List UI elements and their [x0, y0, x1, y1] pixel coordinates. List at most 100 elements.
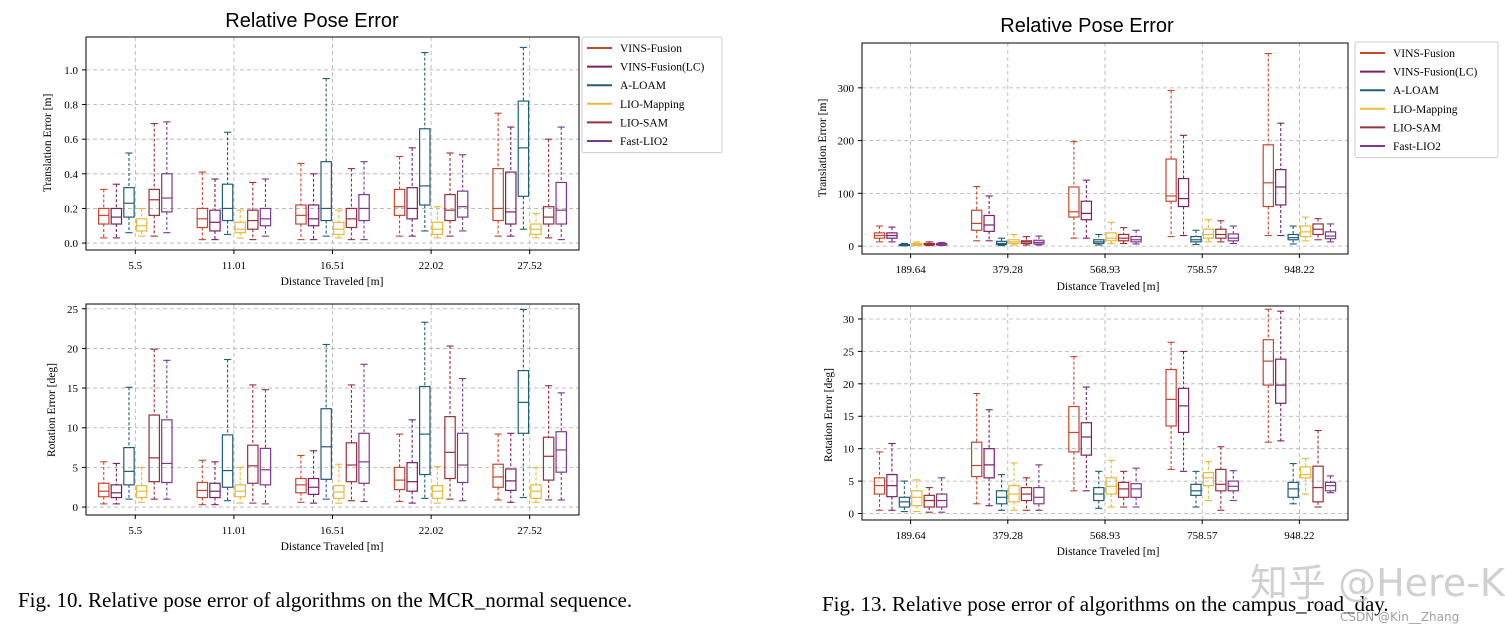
- box-iqr: [492, 168, 504, 222]
- box-plot: [1008, 233, 1020, 246]
- box-iqr: [247, 209, 259, 230]
- box-iqr: [1080, 200, 1093, 221]
- box-iqr: [983, 448, 995, 479]
- x-tick-label: 27.52: [517, 525, 542, 537]
- box-group: [97, 46, 568, 241]
- x-tick-label: 948.22: [1284, 530, 1314, 542]
- box-iqr: [110, 207, 123, 225]
- y-axis-label: Rotation Error [deg]: [823, 368, 835, 462]
- box-iqr: [209, 209, 221, 232]
- box-plot: [161, 359, 173, 500]
- box-plot: [247, 181, 259, 241]
- y-tick-label: 0.4: [64, 169, 78, 181]
- box-iqr: [209, 482, 221, 499]
- x-tick-label: 22.02: [419, 525, 444, 537]
- box-plot: [1202, 219, 1215, 243]
- grid: [862, 306, 1348, 520]
- box-plot: [1105, 459, 1117, 508]
- box-iqr: [196, 207, 209, 229]
- box-plot: [1215, 220, 1227, 243]
- watermark-small: CSDN @Kin__Zhang: [1340, 610, 1460, 624]
- chart-title: Relative Pose Error: [1000, 15, 1174, 37]
- box-plot: [333, 463, 345, 504]
- box-plot: [1190, 470, 1202, 508]
- tick-labels: 0 5 10 15 20 25 5.5 11.01 16.51 22.02 27.52: [67, 304, 542, 537]
- box-iqr: [431, 221, 444, 236]
- box-plot: [995, 474, 1008, 511]
- box-iqr: [504, 468, 517, 492]
- box-plot: [97, 188, 110, 239]
- box-plot: [1130, 229, 1142, 245]
- box-plot: [135, 466, 148, 503]
- box-plot: [1312, 429, 1324, 508]
- box-iqr: [1033, 486, 1045, 505]
- y-tick-label: 0.0: [64, 238, 78, 250]
- box-plot: [393, 155, 406, 237]
- y-tick-label: 20: [843, 379, 855, 391]
- box-plot: [530, 466, 542, 503]
- box-plot: [923, 241, 935, 247]
- box-plot: [110, 462, 123, 505]
- box-iqr: [1117, 481, 1130, 498]
- box-plot: [345, 384, 358, 502]
- legend-label: LIO-SAM: [620, 117, 668, 129]
- legend-label: Fast-LIO2: [1393, 141, 1441, 153]
- box-iqr: [97, 482, 110, 498]
- box-plot: [307, 173, 320, 241]
- box-plot: [406, 419, 418, 504]
- x-tick-label: 379.28: [993, 264, 1024, 276]
- y-tick-label: 20: [67, 343, 79, 355]
- grid: [86, 37, 579, 250]
- box-iqr: [970, 441, 983, 478]
- box-plot: [504, 432, 517, 503]
- box-plot: [1020, 477, 1033, 511]
- box-plot: [983, 409, 995, 507]
- box-iqr: [221, 183, 234, 222]
- box-iqr: [1202, 228, 1215, 239]
- box-iqr: [345, 207, 358, 229]
- box-iqr: [1299, 466, 1312, 479]
- box-plot: [970, 392, 983, 505]
- tick-labels: 0 5 10 15 20 25 30 189.64 379.28 568.93 758.57 948.…: [843, 314, 1315, 542]
- box-iqr: [320, 161, 332, 222]
- box-plot: [936, 241, 948, 247]
- box-iqr: [1262, 144, 1274, 208]
- box-iqr: [333, 221, 345, 236]
- box-iqr: [358, 432, 370, 484]
- box-iqr: [542, 436, 555, 481]
- legend-label: Fast-LIO2: [620, 136, 668, 148]
- y-tick-label: 0: [849, 509, 855, 521]
- box-plot: [555, 126, 568, 241]
- x-tick-label: 27.52: [517, 260, 542, 272]
- box-plot: [295, 162, 307, 241]
- box-iqr: [393, 466, 406, 491]
- y-axis-label: Rotation Error [deg]: [46, 363, 58, 457]
- y-tick-label: 1.0: [64, 65, 78, 77]
- box-iqr: [983, 214, 995, 232]
- box-plot: [911, 479, 923, 513]
- box-iqr: [123, 187, 135, 218]
- box-plot: [221, 358, 234, 502]
- box-plot: [492, 112, 504, 237]
- y-tick-label: 30: [843, 314, 855, 326]
- box-plot: [148, 348, 161, 500]
- box-iqr: [431, 485, 444, 499]
- box-plot: [1105, 221, 1117, 244]
- box-plot: [444, 152, 456, 237]
- box-plot: [1227, 470, 1240, 502]
- box-plot: [886, 226, 898, 243]
- legend-label: A-LOAM: [1393, 85, 1439, 97]
- chart-rotation-campus: 0 5 10 15 20 25 30 189.64 379.28 568.93 758.57 948.…: [823, 305, 1349, 558]
- y-tick-label: 100: [838, 188, 855, 200]
- box-iqr: [517, 100, 530, 197]
- box-iqr: [295, 477, 307, 494]
- box-plot: [1068, 356, 1080, 492]
- box-plot: [1165, 89, 1177, 238]
- x-tick-label: 568.93: [1090, 530, 1121, 542]
- figure-caption-right: Fig. 13. Relative pose error of algorith…: [822, 592, 1389, 616]
- x-tick-label: 758.57: [1187, 530, 1218, 542]
- box-plot: [123, 152, 135, 234]
- box-iqr: [1324, 231, 1337, 240]
- box-plot: [1202, 461, 1215, 502]
- y-tick-label: 5: [73, 462, 79, 474]
